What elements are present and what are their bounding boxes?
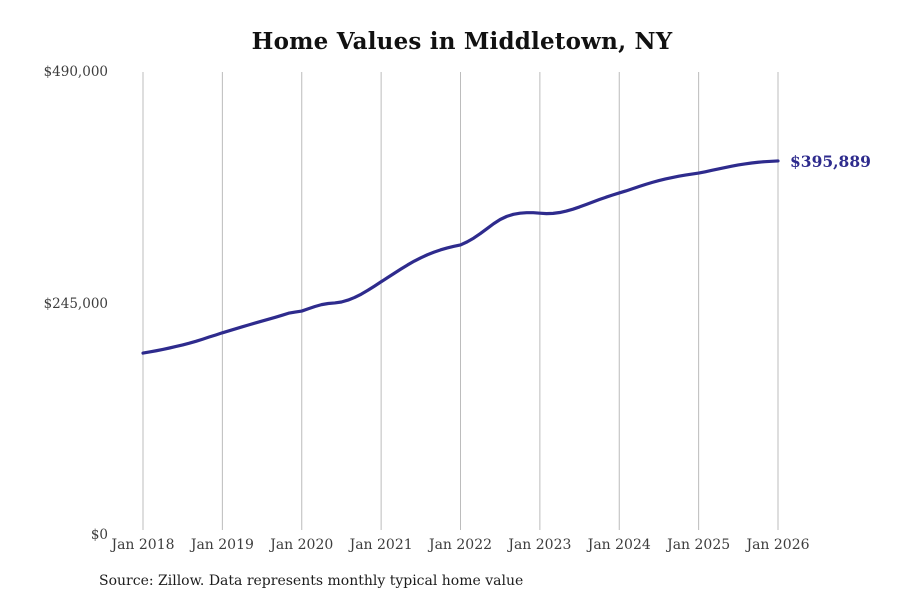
gridlines	[142, 72, 779, 530]
home-value-line	[141, 159, 780, 355]
x-axis-tick-label: Jan 2025	[667, 537, 731, 553]
x-axis-tick-label: Jan 2026	[746, 537, 810, 553]
current-value-label: $395,889	[790, 151, 871, 171]
source-note: Source: Zillow. Data represents monthly …	[99, 573, 524, 589]
y-axis-tick-label: $245,000	[43, 295, 108, 312]
y-axis-tick-label: $490,000	[43, 64, 108, 80]
x-axis-tick-label: Jan 2024	[587, 537, 651, 553]
x-axis-tick-label: Jan 2021	[349, 537, 413, 553]
x-axis-tick-label: Jan 2019	[190, 537, 254, 553]
y-axis-tick-label: $0	[90, 527, 108, 543]
chart-title: Home Values in Middletown, NY	[251, 28, 673, 55]
x-axis-tick-label: Jan 2023	[508, 537, 572, 553]
x-axis-tick-label: Jan 2020	[270, 537, 334, 553]
x-axis-tick-label: Jan 2018	[111, 537, 175, 553]
x-axis-tick-label: Jan 2022	[428, 537, 493, 553]
